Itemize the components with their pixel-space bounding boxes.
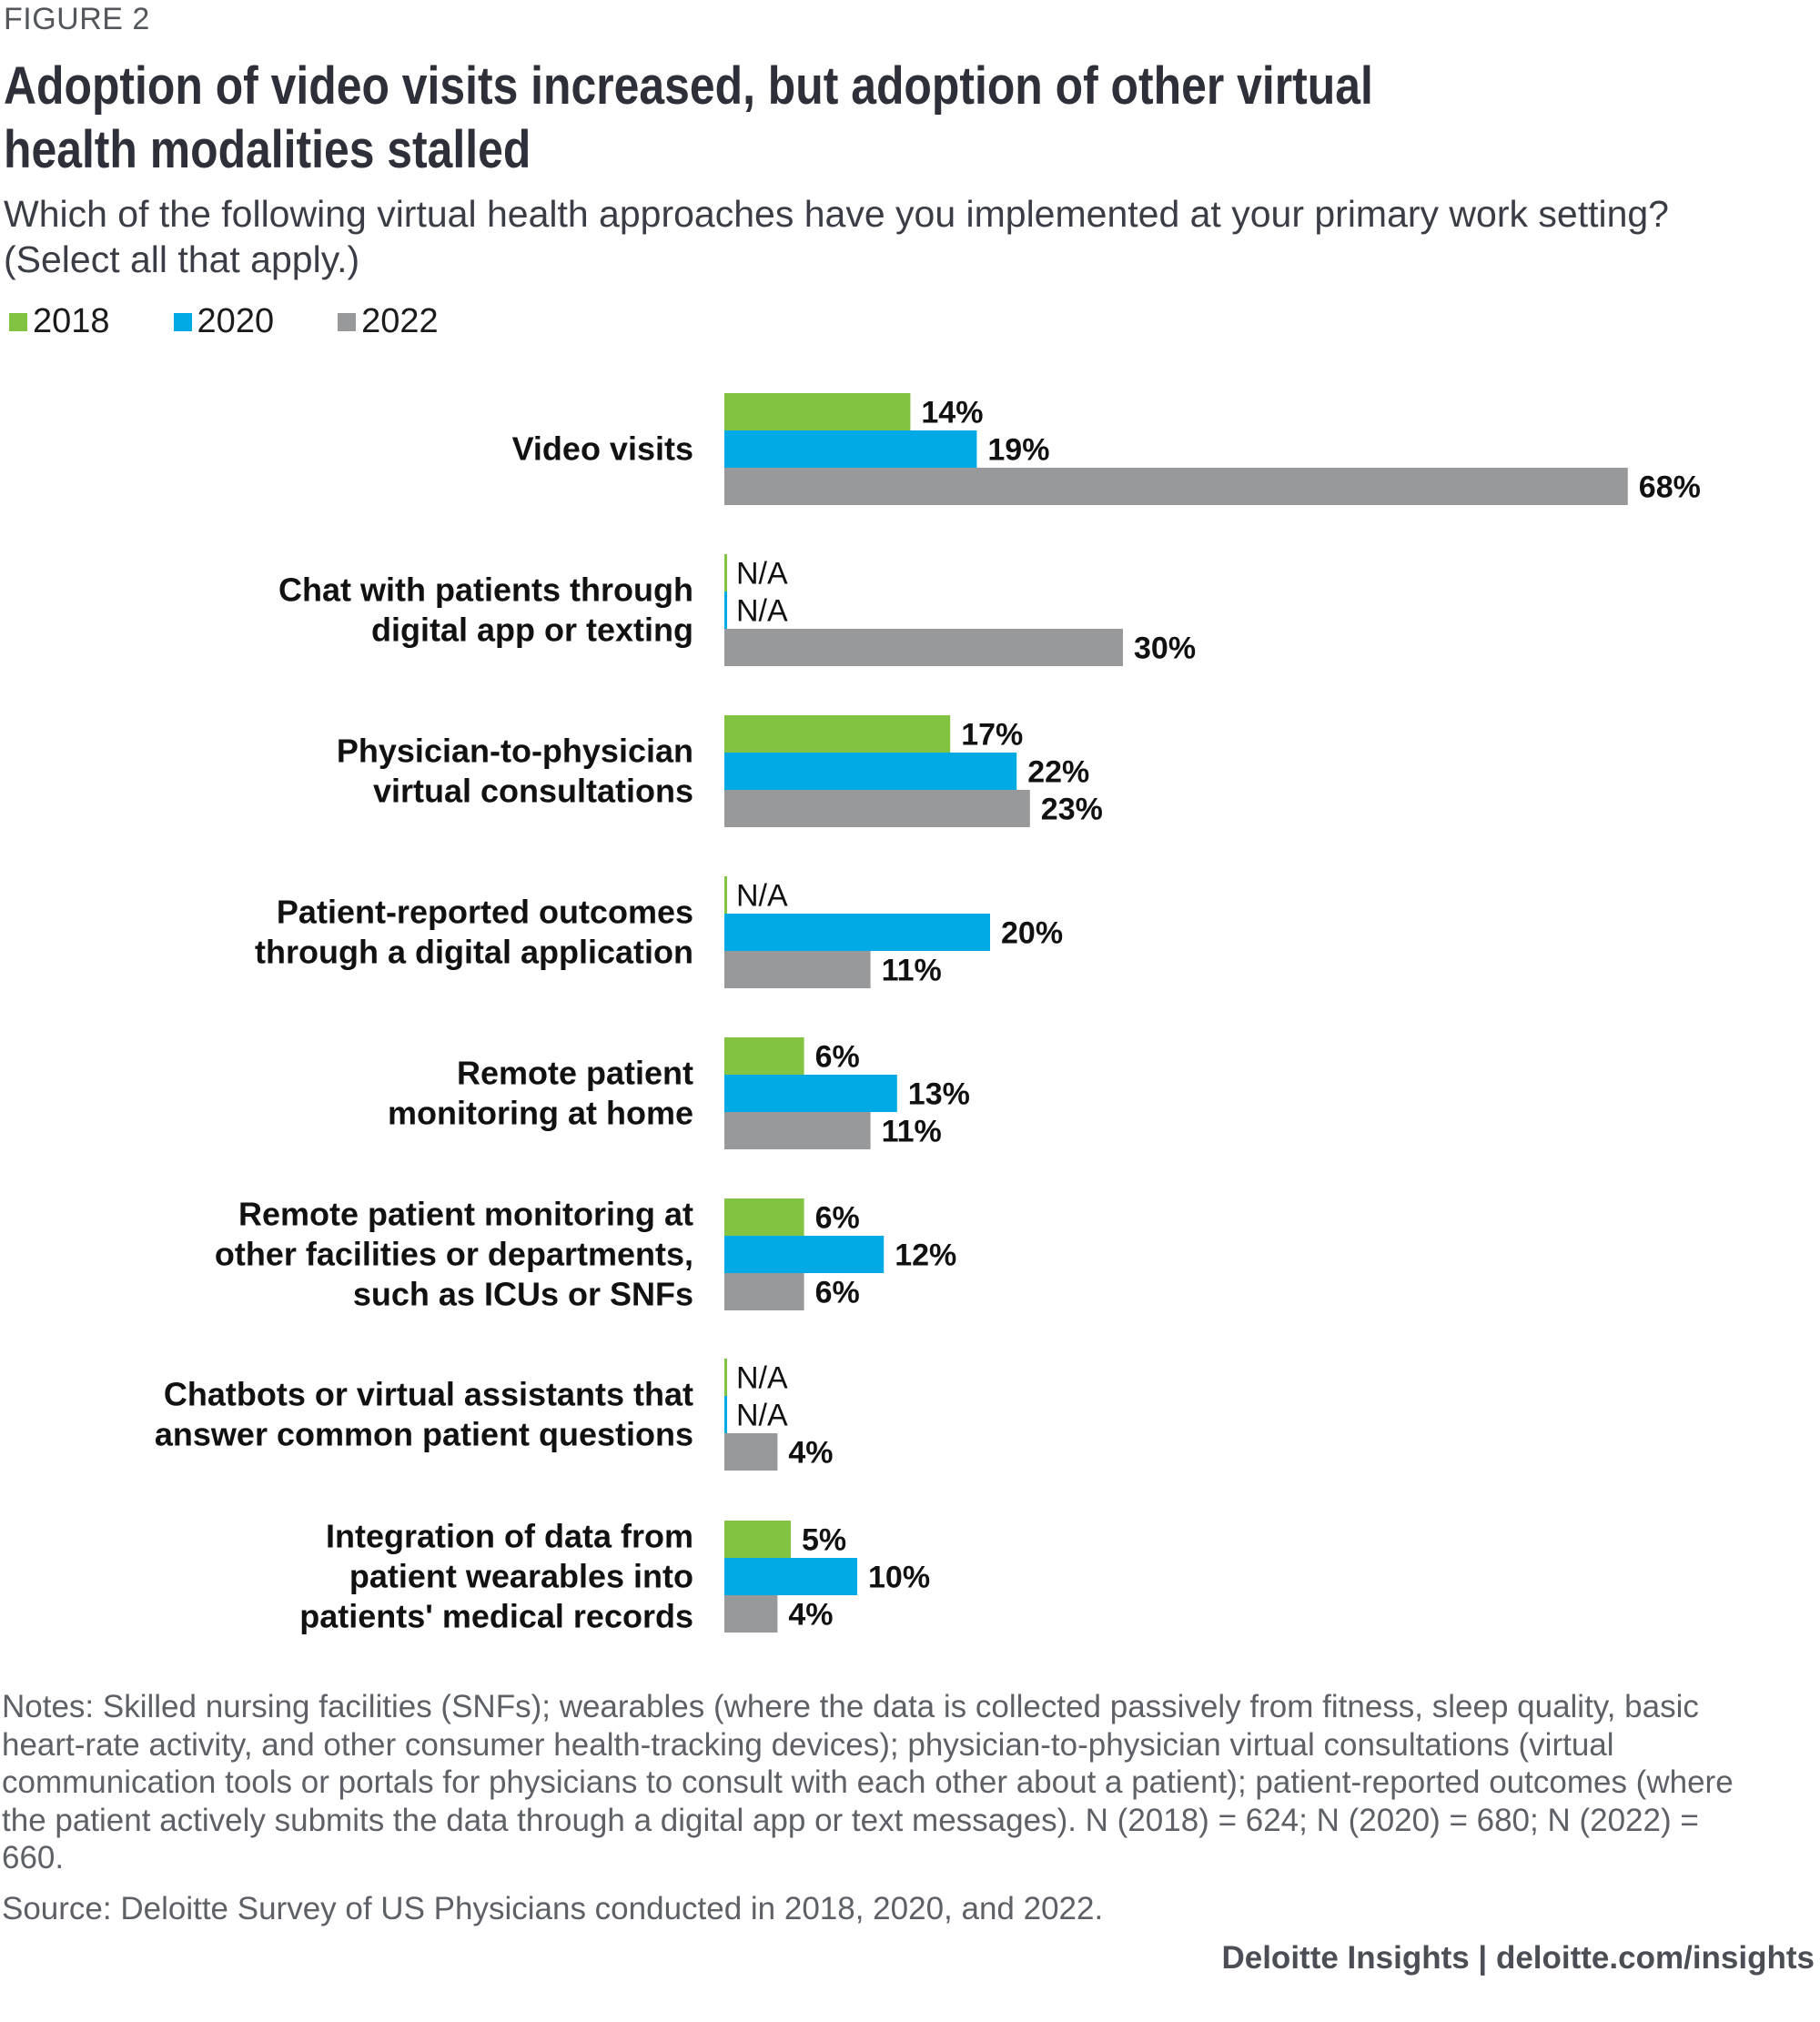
- value-label-2022: 11%: [882, 954, 942, 988]
- bar-2022: [724, 1112, 871, 1149]
- bar-2018: [724, 715, 951, 753]
- bar-2020: [724, 1558, 857, 1595]
- value-label-2020: 10%: [868, 1561, 930, 1595]
- legend-item-2022: 2022: [338, 302, 439, 341]
- legend-item-2018: 2018: [9, 302, 110, 341]
- category-label: through a digital application: [255, 934, 693, 971]
- value-label-2022: 6%: [815, 1276, 860, 1310]
- legend-swatch-2020: [173, 312, 192, 331]
- value-label-2022: 11%: [882, 1115, 942, 1149]
- value-label-2018: 14%: [921, 396, 983, 430]
- category-label: patient wearables into: [349, 1558, 693, 1595]
- category-label: Chat with patients through: [278, 571, 693, 609]
- bar-2020: [724, 914, 990, 951]
- value-label-2020: 12%: [895, 1238, 956, 1273]
- source: Source: Deloitte Survey of US Physicians…: [2, 1891, 1104, 1926]
- legend-swatch-2018: [9, 312, 27, 331]
- bar-2020: [724, 1075, 897, 1112]
- category-label: such as ICUs or SNFs: [353, 1276, 693, 1313]
- category-label: digital app or texting: [371, 612, 693, 649]
- value-label-2022: 68%: [1639, 470, 1701, 505]
- chart-subtitle: Which of the following virtual health ap…: [4, 193, 1669, 280]
- category-label: Chatbots or virtual assistants that: [164, 1376, 693, 1413]
- bar-group: Video visits 14%19% 68%: [512, 393, 1701, 505]
- bar-chart: Video visits 14%19% 68% Chat with patients …: [155, 393, 1701, 1635]
- value-label-2020: N/A: [736, 594, 788, 629]
- category-label: Patient-reported outcomes: [277, 894, 693, 931]
- bar-2020: [724, 1236, 885, 1273]
- category-label: Remote patient monitoring at: [238, 1196, 693, 1233]
- value-label-2018: 5%: [802, 1523, 846, 1558]
- category-label: answer common patient questions: [155, 1416, 693, 1453]
- value-label-2020: 19%: [987, 433, 1049, 468]
- value-label-2018: 17%: [961, 718, 1023, 753]
- value-label-2018: N/A: [736, 557, 788, 591]
- value-label-2022: 4%: [788, 1436, 833, 1471]
- bar-2022: [724, 951, 871, 988]
- credit: Deloitte Insights | deloitte.com/insight…: [1221, 1940, 1815, 1976]
- bar-2020: [724, 753, 1017, 790]
- bar-2022: [724, 1595, 778, 1633]
- bar-2020: [724, 430, 977, 468]
- bar-group: Chatbots or virtual assistants thatanswe…: [155, 1359, 834, 1471]
- bar-2018: [724, 1521, 791, 1558]
- value-label-2018: N/A: [736, 879, 788, 914]
- legend-label-2018: 2018: [33, 302, 110, 340]
- value-label-2020: 22%: [1027, 755, 1089, 790]
- bar-2018: [724, 1198, 804, 1236]
- legend-swatch-2022: [338, 312, 357, 331]
- bar-2022: [724, 1433, 778, 1471]
- bar-2022: [724, 629, 1123, 666]
- value-label-2020: N/A: [736, 1399, 788, 1433]
- value-label-2018: N/A: [736, 1361, 788, 1396]
- figure-label: FIGURE 2: [4, 2, 150, 36]
- bar-2018: [724, 1359, 727, 1396]
- value-label-2022: 4%: [788, 1598, 833, 1633]
- bar-2018: [724, 1037, 804, 1075]
- legend: 2018 2020 2022: [9, 302, 439, 341]
- category-label: Video visits: [512, 430, 693, 468]
- legend-item-2020: 2020: [173, 302, 275, 341]
- category-label: patients' medical records: [299, 1598, 693, 1635]
- bar-2018: [724, 554, 727, 591]
- bar-2022: [724, 468, 1628, 505]
- bar-2018: [724, 876, 727, 914]
- value-label-2020: 13%: [908, 1077, 970, 1112]
- value-label-2020: 20%: [1001, 916, 1063, 951]
- legend-label-2022: 2022: [361, 302, 439, 340]
- bar-2020: [724, 1396, 727, 1433]
- category-label: monitoring at home: [388, 1095, 693, 1132]
- legend-label-2020: 2020: [197, 302, 275, 340]
- bar-2022: [724, 1273, 804, 1310]
- category-label: Physician-to-physician: [337, 733, 693, 770]
- category-label: Integration of data from: [326, 1518, 693, 1555]
- value-label-2022: 30%: [1134, 632, 1196, 666]
- notes: Notes: Skilled nursing facilities (SNFs)…: [2, 1689, 1734, 1875]
- bar-2018: [724, 393, 911, 430]
- bar-2020: [724, 591, 727, 629]
- category-label: Remote patient: [457, 1055, 693, 1092]
- bar-2022: [724, 790, 1030, 827]
- value-label-2022: 23%: [1041, 793, 1103, 827]
- chart-title: Adoption of video visits increased, but …: [4, 56, 1373, 179]
- value-label-2018: 6%: [815, 1040, 860, 1075]
- category-label: virtual consultations: [373, 773, 693, 810]
- category-label: other facilities or departments,: [215, 1236, 693, 1273]
- value-label-2018: 6%: [815, 1201, 860, 1236]
